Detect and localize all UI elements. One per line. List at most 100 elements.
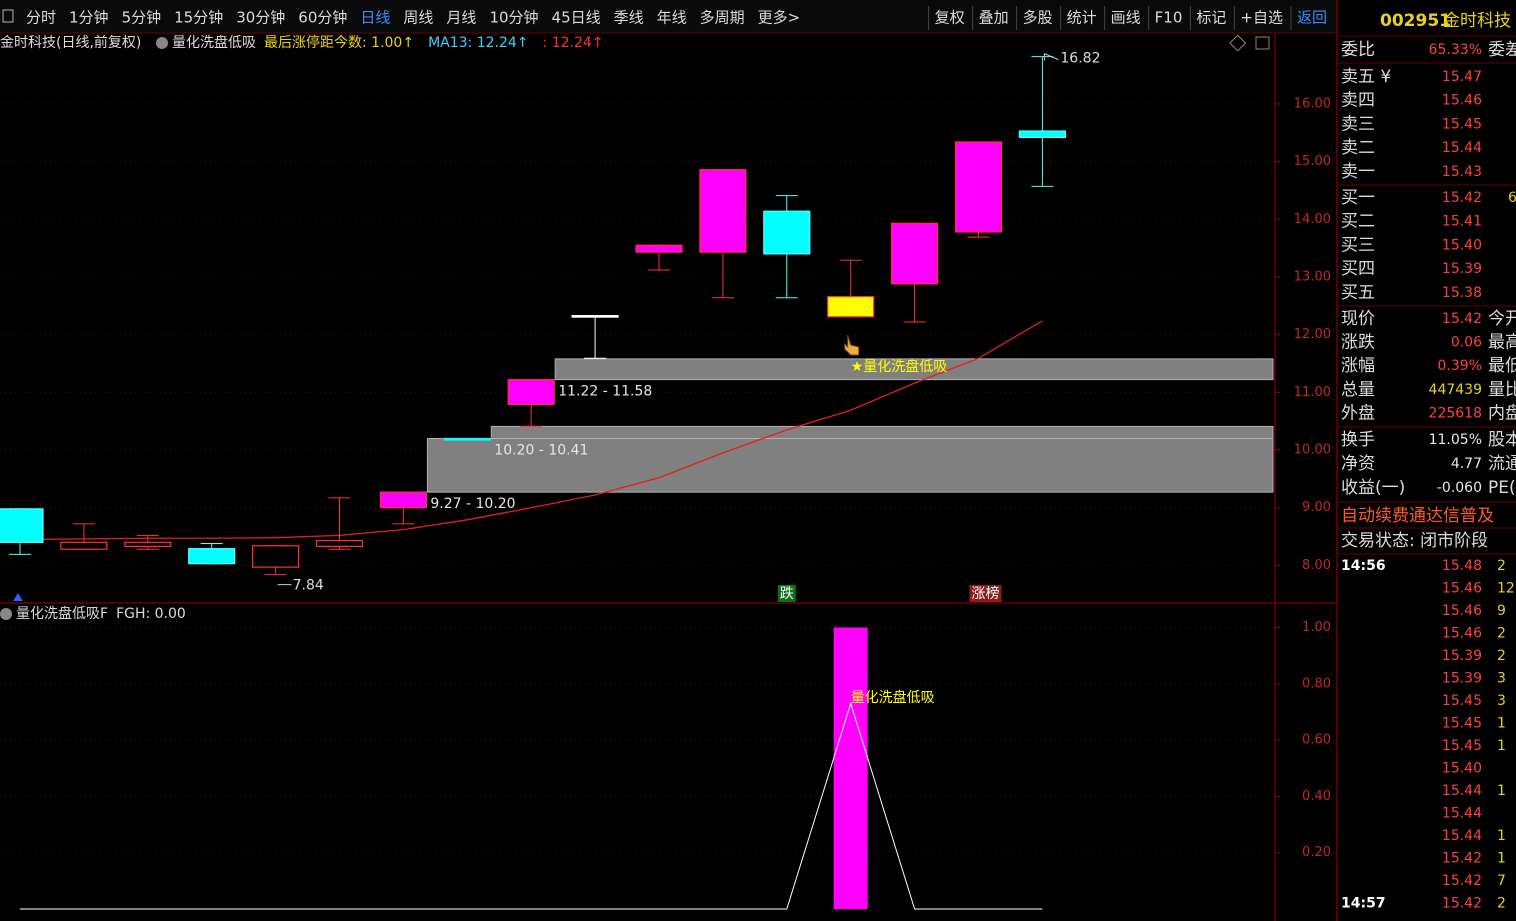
period-tab[interactable]: 30分钟 <box>236 9 285 27</box>
period-tab[interactable]: 分时 <box>26 9 56 27</box>
y-tick-label: 0.40 <box>1302 789 1331 804</box>
trade-vol: 2 <box>1497 558 1506 574</box>
indicator-icon[interactable] <box>0 608 12 620</box>
q-value: 65.33% <box>1429 42 1482 58</box>
period-tab[interactable]: 更多> <box>758 9 801 27</box>
event-tag-bg[interactable] <box>777 585 796 602</box>
indicator-name: 量化洗盘低吸 <box>172 34 256 51</box>
stat-extra: 流通 <box>1488 454 1516 474</box>
stat-value: -0.060 <box>1437 480 1482 496</box>
event-tag[interactable]: 涨榜 <box>972 585 1000 602</box>
y-tick-label: 9.00 <box>1302 500 1331 515</box>
stat-extra: 最高 <box>1488 333 1516 353</box>
stat-value: 15.42 <box>1442 311 1482 327</box>
trade-price: 15.42 <box>1442 851 1482 867</box>
candle-body <box>124 541 172 547</box>
tool-button[interactable]: 复权 <box>935 9 965 27</box>
period-tab[interactable]: 60分钟 <box>298 9 347 27</box>
trade-price: 15.44 <box>1442 828 1482 844</box>
trade-vol: 2 <box>1497 648 1506 664</box>
tool-button[interactable]: 多股 <box>1023 9 1053 27</box>
tool-button[interactable]: 画线 <box>1111 9 1141 27</box>
book-price: 15.46 <box>1442 93 1482 109</box>
tool-button[interactable]: F10 <box>1155 9 1183 27</box>
signal-label: ★量化洗盘低吸 <box>851 358 948 375</box>
stat-label: 总量 <box>1341 380 1375 400</box>
period-tab[interactable]: 季线 <box>614 9 644 27</box>
book-label: 买一 <box>1341 188 1375 208</box>
candle-body <box>60 541 108 550</box>
period-tab[interactable]: 月线 <box>446 9 476 27</box>
tool-button[interactable]: 统计 <box>1067 9 1097 27</box>
tool-button[interactable]: +自选 <box>1240 9 1283 27</box>
stat-label: 净资 <box>1341 454 1375 474</box>
legend-item: 最后涨停距今数: 1.00↑ <box>264 34 414 51</box>
stat-extra: 最低 <box>1488 356 1516 376</box>
book-price: 15.41 <box>1442 214 1482 230</box>
indicator-label: 量化洗盘低吸 <box>851 689 935 706</box>
trade-vol: 1 <box>1497 738 1506 754</box>
book-price: 15.47 <box>1442 69 1482 85</box>
stat-extra: 今开 <box>1488 309 1516 329</box>
trade-price: 15.48 <box>1442 558 1482 574</box>
period-tab[interactable]: 年线 <box>657 9 687 27</box>
y-tick-label: 15.00 <box>1294 154 1331 169</box>
period-tab[interactable]: 5分钟 <box>122 9 162 27</box>
indicator-icon[interactable] <box>156 37 168 49</box>
trade-vol: 12 <box>1497 581 1515 597</box>
candle-body <box>443 437 491 441</box>
book-label: 买五 <box>1341 283 1375 303</box>
period-tab[interactable]: 日线 <box>360 9 390 27</box>
trade-status: 交易状态: 闭市阶段 <box>1341 531 1488 551</box>
diamond-icon[interactable] <box>1229 34 1247 52</box>
y-tick-label: 11.00 <box>1294 385 1331 400</box>
book-label: 卖四 <box>1341 91 1375 111</box>
tool-button[interactable]: 返回 <box>1297 9 1327 27</box>
book-price: 15.39 <box>1442 261 1482 277</box>
trade-time: 14:57 <box>1341 896 1386 912</box>
trade-vol: 3 <box>1497 693 1506 709</box>
indicator-legend: FGH: 0.00 <box>116 606 186 622</box>
indicator-line <box>20 701 1043 910</box>
y-tick-label: 0.20 <box>1302 845 1331 860</box>
trade-price: 15.46 <box>1442 603 1482 619</box>
stat-value: 0.39% <box>1438 358 1482 374</box>
trade-price: 15.42 <box>1442 896 1482 912</box>
event-tag[interactable]: 跌 <box>780 586 794 602</box>
period-tab[interactable]: 周线 <box>403 9 433 27</box>
trade-price: 15.39 <box>1442 671 1482 687</box>
stat-label: 换手 <box>1341 430 1375 450</box>
tool-button[interactable]: 叠加 <box>979 9 1009 27</box>
stock-name: 金时科技 <box>1443 11 1511 31</box>
tool-button[interactable]: 标记 <box>1196 9 1226 27</box>
book-label: 买四 <box>1341 259 1375 279</box>
stat-extra: 股本 <box>1488 430 1516 450</box>
candle-body <box>507 379 555 406</box>
stat-value: 4.77 <box>1451 456 1482 472</box>
period-tab[interactable]: 多周期 <box>700 9 745 27</box>
trade-vol: 1 <box>1497 828 1506 844</box>
trade-price: 15.40 <box>1442 761 1482 777</box>
trade-vol: 3 <box>1497 671 1506 687</box>
notice[interactable]: 自动续费通达信普及 <box>1341 506 1494 526</box>
candle-body <box>827 295 875 318</box>
period-tab[interactable]: 45日线 <box>552 9 601 27</box>
panel-icon[interactable] <box>2 9 14 23</box>
trade-price: 15.46 <box>1442 581 1482 597</box>
candle-body <box>1018 130 1067 138</box>
event-tag-bg[interactable] <box>969 585 1002 602</box>
gap-label: 9.27 - 10.20 <box>430 496 515 512</box>
stat-label: 现价 <box>1341 309 1375 329</box>
period-tab[interactable]: 1分钟 <box>69 9 109 27</box>
book-label: 买三 <box>1341 235 1375 255</box>
trade-price: 15.45 <box>1442 738 1482 754</box>
period-tab[interactable]: 15分钟 <box>174 9 223 27</box>
layout-icon[interactable] <box>1255 36 1270 50</box>
stat-value: 0.06 <box>1451 335 1482 351</box>
stat-value: 447439 <box>1429 382 1482 398</box>
trade-price: 15.42 <box>1442 873 1482 889</box>
book-label: 卖五 ¥ <box>1341 67 1391 87</box>
toolbar-bg <box>0 0 1337 33</box>
period-tab[interactable]: 10分钟 <box>489 9 538 27</box>
